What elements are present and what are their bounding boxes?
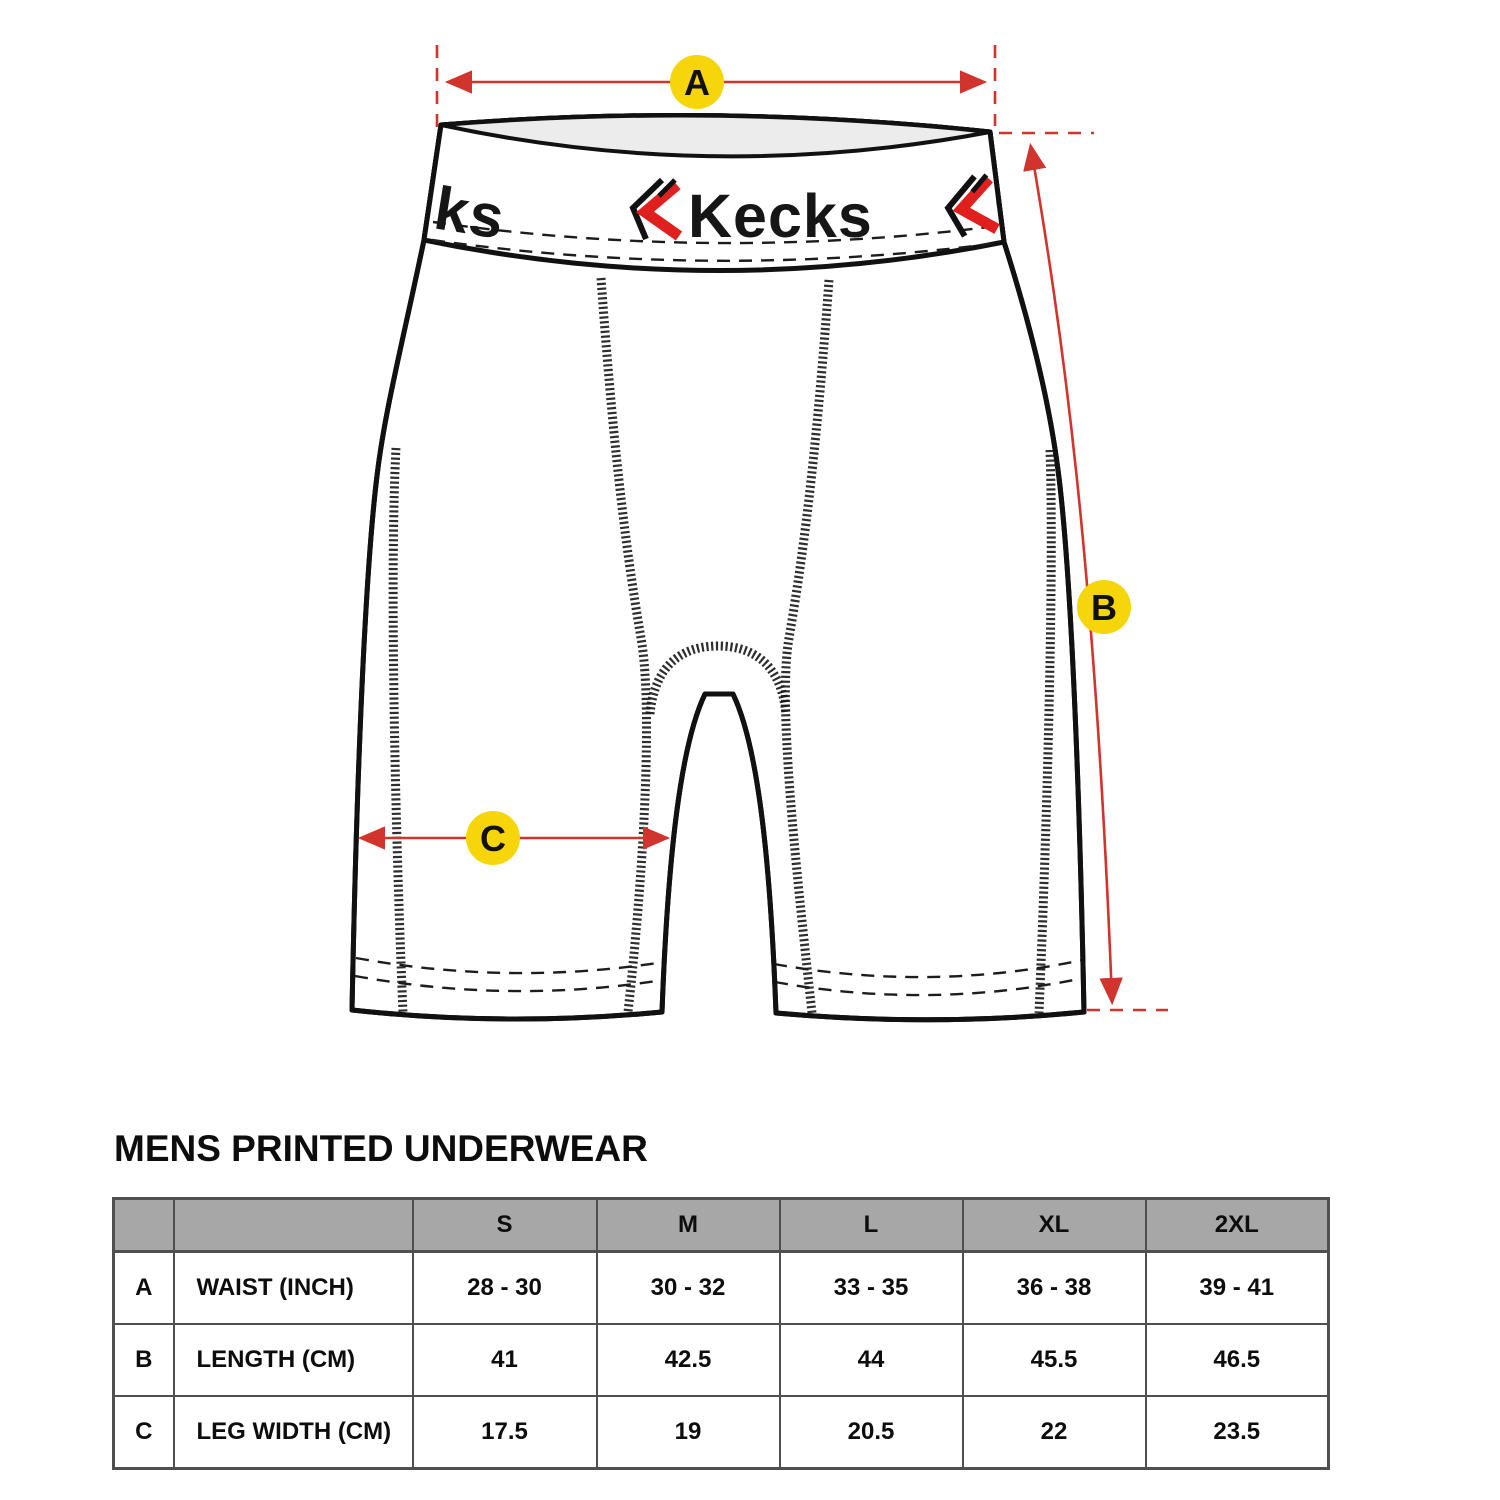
header-cell-size-m: M (595, 1197, 781, 1253)
brand-logo: Kecks (629, 177, 873, 250)
value-cell: 22 (961, 1395, 1147, 1470)
logo-k-accent (970, 173, 989, 194)
value-cell: 17.5 (411, 1395, 598, 1470)
size-chart-table: S M L XL 2XL A WAIST (INCH) 28 - 30 30 -… (112, 1197, 1330, 1470)
row-label: WAIST (INCH) (172, 1250, 414, 1325)
center-seam-right (780, 279, 834, 1014)
badge-a (670, 55, 724, 109)
logo-k-black-stroke (629, 177, 665, 241)
value-cell: 46.5 (1144, 1323, 1330, 1397)
waistband-stitch-1 (432, 220, 998, 245)
size-chart-header-row: S M L XL 2XL (112, 1197, 1330, 1253)
header-cell-size-l: L (778, 1197, 964, 1253)
measure-b-arrow (1023, 142, 1123, 1006)
badge-a-letter: A (684, 62, 710, 103)
value-cell: 42.5 (595, 1323, 781, 1397)
logo-k-red-stroke (952, 175, 1000, 234)
value-cell: 20.5 (778, 1395, 964, 1470)
row-label: LENGTH (CM) (172, 1323, 414, 1397)
row-letter: C (112, 1395, 175, 1470)
table-row-leg-width: C LEG WIDTH (CM) 17.5 19 20.5 22 23.5 (112, 1395, 1330, 1470)
brand-logo-partial-left: ks (430, 174, 510, 252)
value-cell: 41 (411, 1323, 598, 1397)
waistband-stitch-2 (431, 238, 999, 262)
waistband-details: ks Kecks (430, 173, 1004, 262)
size-chart-title: MENS PRINTED UNDERWEAR (114, 1128, 648, 1169)
row-label: LEG WIDTH (CM) (172, 1395, 414, 1470)
header-cell-size-s: S (411, 1197, 598, 1253)
logo-k-accent (657, 178, 677, 198)
value-cell: 44 (778, 1323, 964, 1397)
side-seam-left (388, 447, 408, 1014)
value-cell: 19 (595, 1395, 781, 1470)
measure-c: C (357, 811, 671, 865)
badge-b-letter: B (1091, 587, 1117, 628)
measure-b: B (999, 131, 1168, 1012)
badge-b (1077, 580, 1131, 634)
left-hem-stitch-1 (355, 956, 665, 975)
boxer-shorts-technical-drawing: ks Kecks A B C (349, 45, 1168, 1023)
value-cell: 45.5 (961, 1323, 1147, 1397)
waistband-opening (440, 113, 991, 159)
logo-k-black-stroke (944, 174, 977, 238)
header-cell-blank-label (172, 1197, 414, 1253)
row-letter: A (112, 1250, 175, 1325)
row-letter: B (112, 1323, 175, 1397)
brand-logo-text: Kecks (688, 182, 873, 250)
measure-a: A (435, 45, 997, 128)
value-cell: 33 - 35 (778, 1250, 964, 1325)
table-row-waist: A WAIST (INCH) 28 - 30 30 - 32 33 - 35 3… (112, 1250, 1330, 1325)
header-cell-blank-letter (112, 1197, 175, 1253)
badge-c (466, 811, 520, 865)
value-cell: 23.5 (1144, 1395, 1330, 1470)
value-cell: 36 - 38 (961, 1250, 1147, 1325)
badge-c-letter: C (480, 818, 506, 859)
size-guide-diagram: ks Kecks A B C (349, 45, 1168, 1023)
value-cell: 39 - 41 (1144, 1250, 1330, 1325)
left-hem-stitch-2 (354, 974, 664, 993)
header-cell-size-2xl: 2XL (1144, 1197, 1330, 1253)
table-row-length: B LENGTH (CM) 41 42.5 44 45.5 46.5 (112, 1323, 1330, 1397)
logo-e-partial (996, 182, 1004, 222)
value-cell: 30 - 32 (595, 1250, 781, 1325)
crotch-seam-arch (645, 641, 791, 715)
logo-k-red-stroke (636, 180, 683, 241)
value-cell: 28 - 30 (411, 1250, 598, 1325)
header-cell-size-xl: XL (961, 1197, 1147, 1253)
